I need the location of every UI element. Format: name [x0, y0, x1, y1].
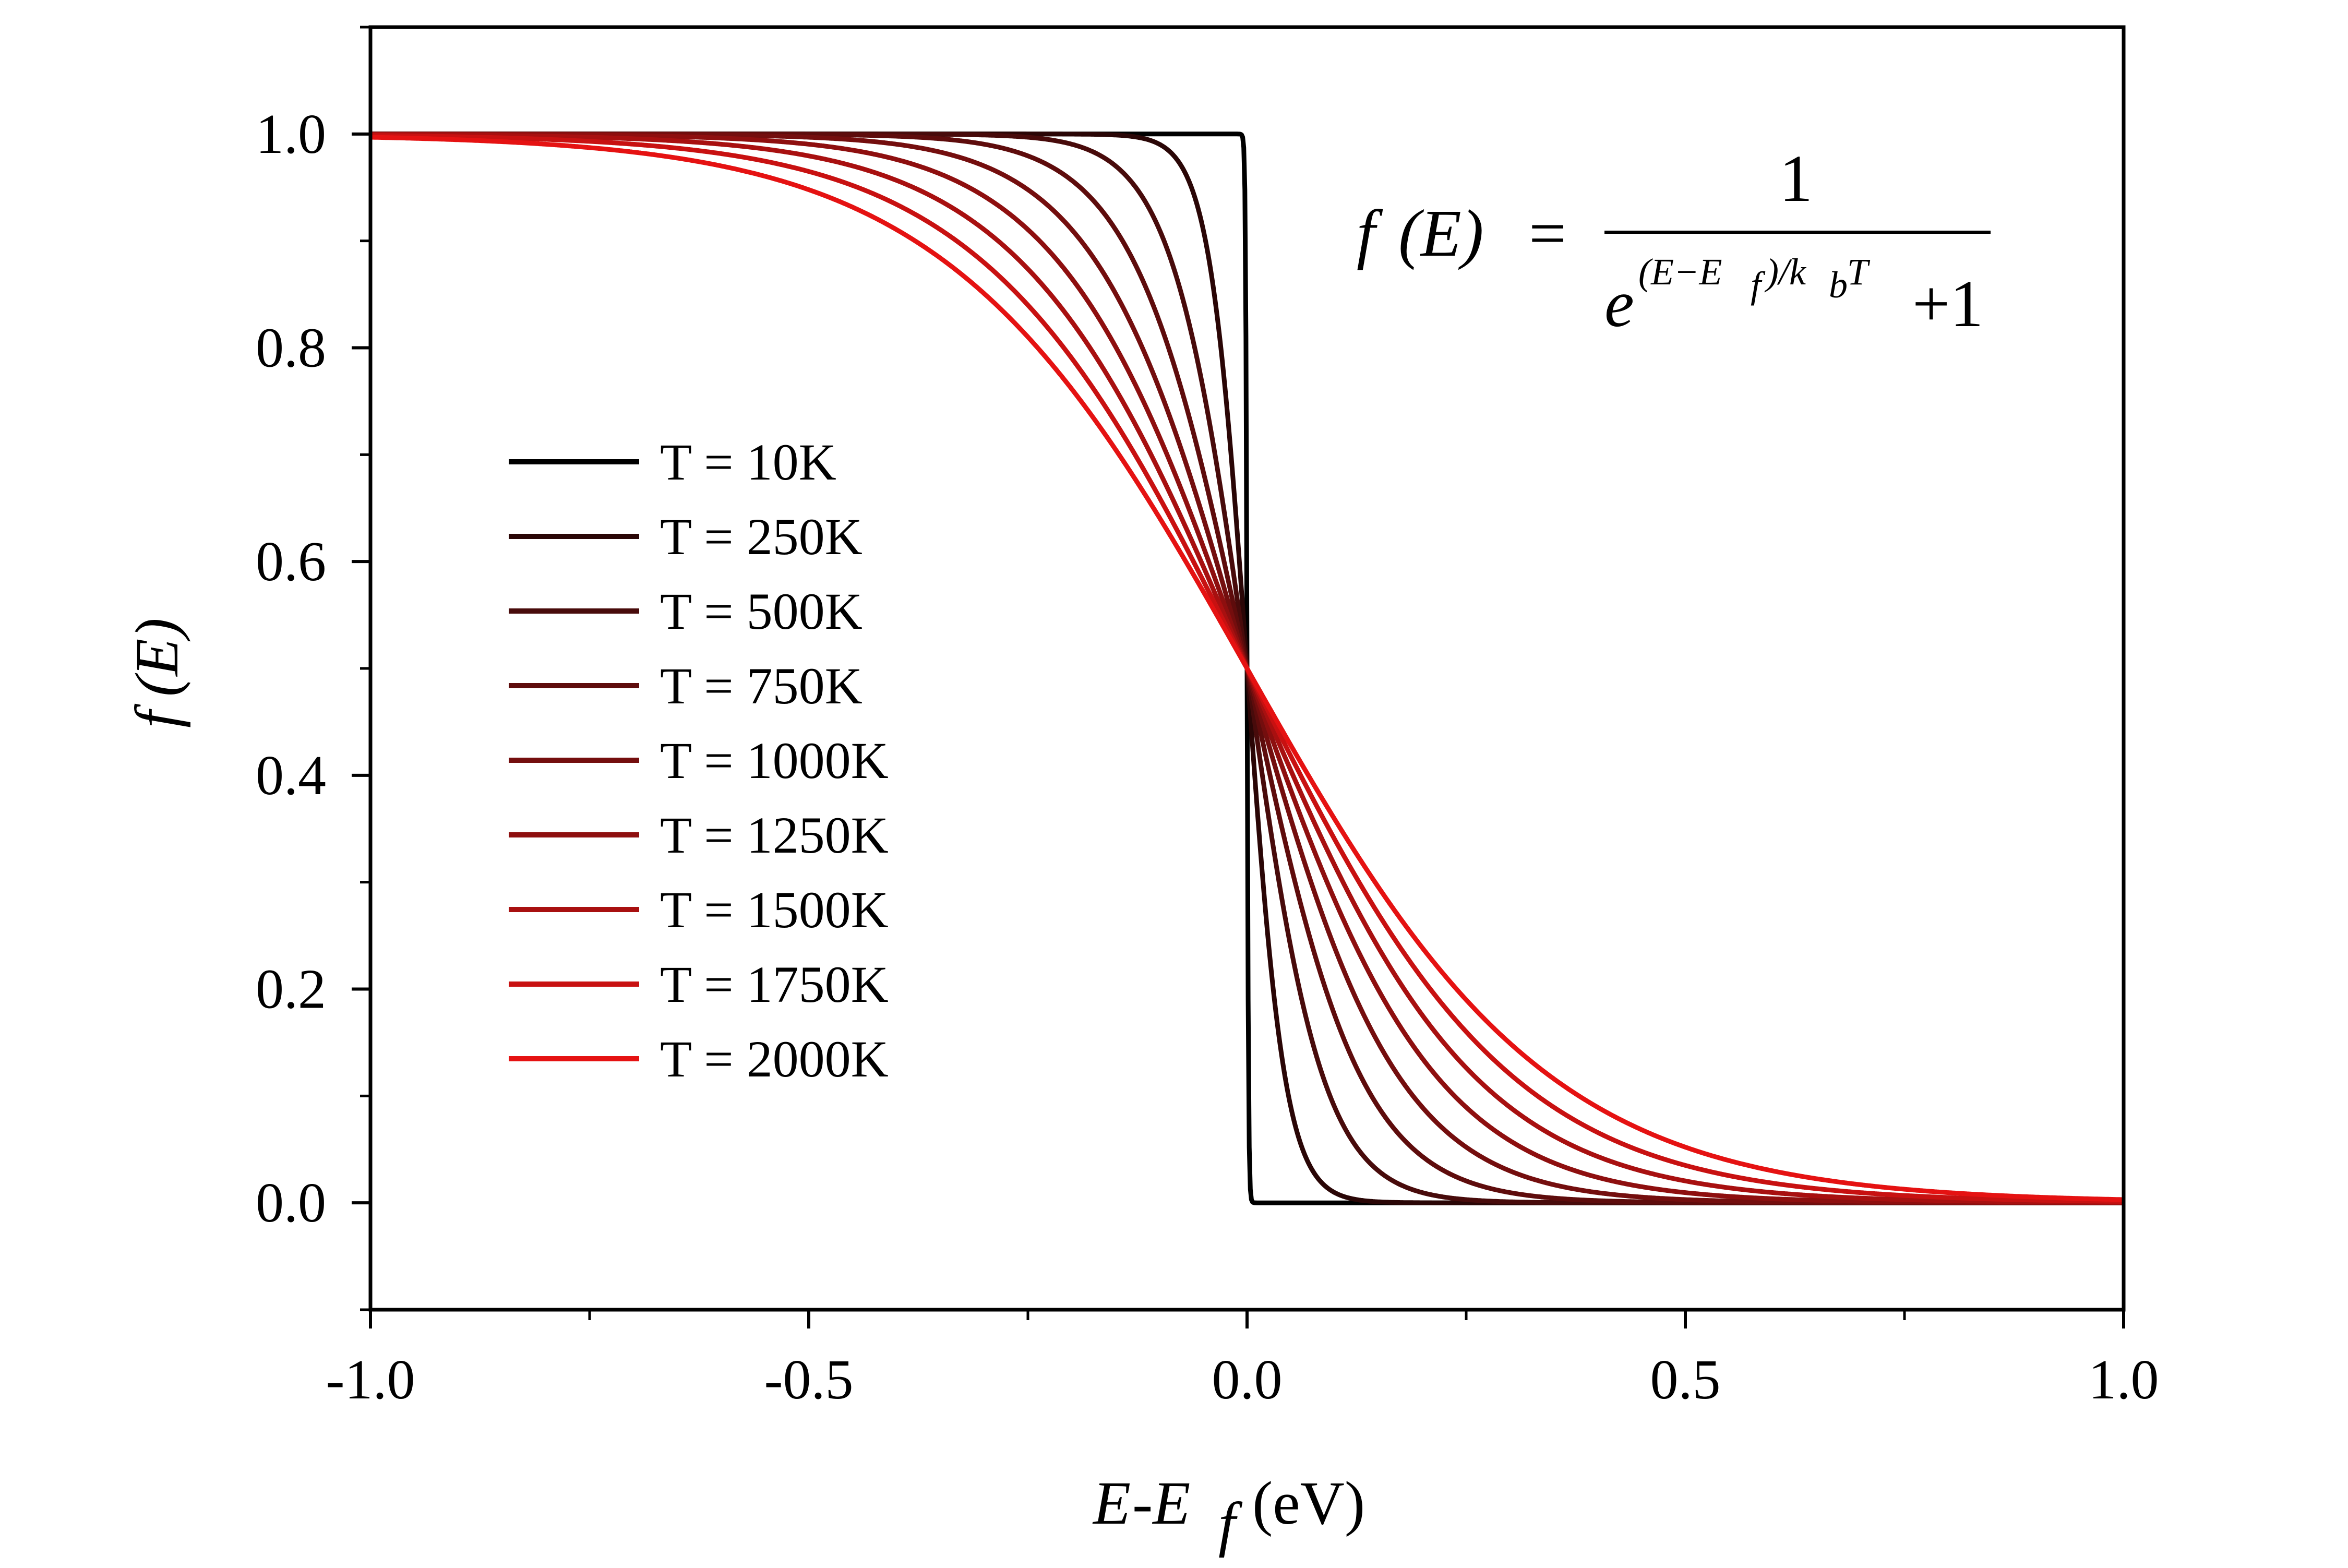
y-axis-title-arg: (E)	[123, 618, 191, 697]
legend-label-750k: T = 750K	[660, 657, 862, 715]
formula-exp-power: (E−E	[1638, 251, 1722, 293]
formula-lhs-func: f	[1357, 196, 1383, 270]
formula-lhs-arg: (E)	[1398, 196, 1483, 270]
legend-label-1250k: T = 1250K	[660, 806, 889, 864]
series-line-2000k	[369, 135, 2125, 1202]
legend: T = 10K T = 250K T = 500K T = 750K T = 1000K…	[509, 433, 889, 1088]
formula-exp-power-sub: f	[1751, 264, 1766, 306]
formula-annotation: f (E) = 1 e (E−E f )/k b T +1	[1357, 141, 1991, 341]
y-tick-label: 0.2	[256, 959, 326, 1021]
legend-label-10k: T = 10K	[660, 433, 836, 491]
formula-exp-power-end: T	[1847, 251, 1871, 293]
x-tick-label: 1.0	[2089, 1349, 2159, 1411]
y-tick-label: 1.0	[256, 103, 326, 165]
formula-numerator: 1	[1779, 141, 1813, 216]
legend-label-250k: T = 250K	[660, 508, 862, 566]
y-tick-label: 0.0	[256, 1172, 326, 1234]
formula-exp-power-sub2: b	[1829, 264, 1848, 306]
formula-exp-power-rest: )/k	[1764, 251, 1807, 293]
formula-plus-one: +1	[1912, 267, 1983, 341]
x-tick-label: 0.0	[1212, 1349, 1283, 1411]
x-axis-title-main: E	[1092, 1469, 1131, 1537]
y-axis-title-func: f	[123, 703, 191, 728]
x-tick-label: 0.5	[1650, 1349, 1721, 1411]
legend-label-1750k: T = 1750K	[660, 955, 889, 1013]
axis-ticks: -1.0 -0.5 0.0 0.5 1.0 0.0 0.2 0.4 0.6 0.8 1.0	[256, 26, 2159, 1411]
legend-label-1500k: T = 1500K	[660, 881, 889, 939]
x-tick-label: -1.0	[326, 1349, 415, 1411]
x-axis-title-dash: -E	[1132, 1469, 1190, 1537]
y-axis-title: f (E)	[123, 618, 191, 728]
legend-label-2000k: T = 2000K	[660, 1030, 889, 1088]
series-layer	[369, 131, 2125, 1205]
legend-label-1000k: T = 1000K	[660, 732, 889, 789]
formula-exp-base: e	[1604, 267, 1634, 341]
legend-label-500k: T = 500K	[660, 582, 862, 640]
x-tick-label: -0.5	[764, 1349, 854, 1411]
y-tick-label: 0.6	[256, 531, 326, 593]
x-axis-title-unit: (eV)	[1252, 1469, 1365, 1537]
y-tick-label: 0.4	[256, 745, 326, 807]
x-axis-title: E -E f (eV)	[1092, 1469, 1365, 1558]
formula-equals: =	[1529, 196, 1566, 270]
y-tick-label: 0.8	[256, 317, 326, 379]
x-axis-title-sub: f	[1218, 1490, 1243, 1558]
